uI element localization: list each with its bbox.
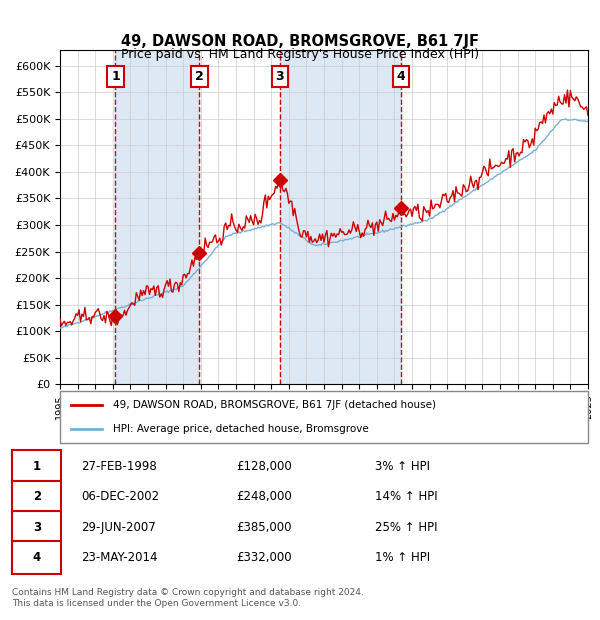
Text: Price paid vs. HM Land Registry's House Price Index (HPI): Price paid vs. HM Land Registry's House … <box>121 48 479 61</box>
Text: 3: 3 <box>275 70 284 83</box>
FancyBboxPatch shape <box>12 450 61 483</box>
Text: £332,000: £332,000 <box>236 551 292 564</box>
FancyBboxPatch shape <box>12 541 61 574</box>
Text: 14% ↑ HPI: 14% ↑ HPI <box>375 490 437 503</box>
Text: 4: 4 <box>32 551 41 564</box>
Bar <box>115 50 199 384</box>
FancyBboxPatch shape <box>12 511 61 544</box>
Text: 06-DEC-2002: 06-DEC-2002 <box>81 490 159 503</box>
Text: £248,000: £248,000 <box>236 490 292 503</box>
Text: 49, DAWSON ROAD, BROMSGROVE, B61 7JF (detached house): 49, DAWSON ROAD, BROMSGROVE, B61 7JF (de… <box>113 401 436 410</box>
Text: 2: 2 <box>33 490 41 503</box>
Text: 3% ↑ HPI: 3% ↑ HPI <box>375 460 430 473</box>
Text: 1: 1 <box>111 70 120 83</box>
Text: 1: 1 <box>33 460 41 473</box>
FancyBboxPatch shape <box>12 480 61 513</box>
Text: 29-JUN-2007: 29-JUN-2007 <box>81 521 156 534</box>
Text: 2: 2 <box>195 70 204 83</box>
FancyBboxPatch shape <box>60 391 588 443</box>
Text: 3: 3 <box>33 521 41 534</box>
Text: HPI: Average price, detached house, Bromsgrove: HPI: Average price, detached house, Brom… <box>113 423 368 433</box>
Text: 27-FEB-1998: 27-FEB-1998 <box>81 460 157 473</box>
Text: 23-MAY-2014: 23-MAY-2014 <box>81 551 158 564</box>
Text: 4: 4 <box>397 70 406 83</box>
Text: £385,000: £385,000 <box>236 521 292 534</box>
Bar <box>280 50 401 384</box>
Text: Contains HM Land Registry data © Crown copyright and database right 2024.
This d: Contains HM Land Registry data © Crown c… <box>12 588 364 608</box>
Text: 1% ↑ HPI: 1% ↑ HPI <box>375 551 430 564</box>
Text: 25% ↑ HPI: 25% ↑ HPI <box>375 521 437 534</box>
Text: £128,000: £128,000 <box>236 460 292 473</box>
Text: 49, DAWSON ROAD, BROMSGROVE, B61 7JF: 49, DAWSON ROAD, BROMSGROVE, B61 7JF <box>121 34 479 49</box>
